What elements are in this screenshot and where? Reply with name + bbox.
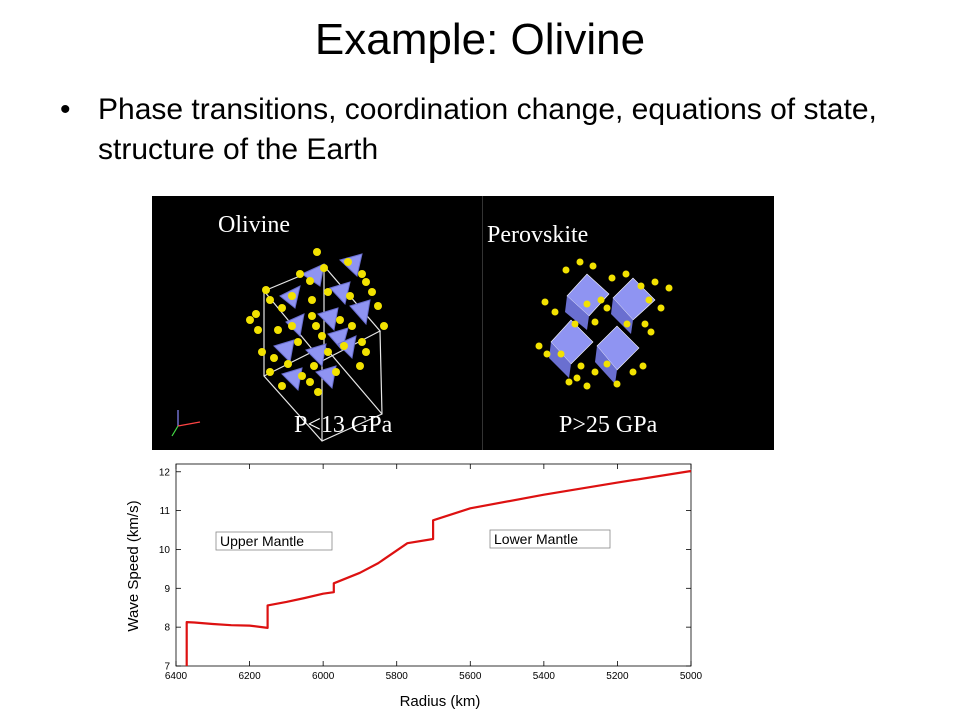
y-tick-label: 10 xyxy=(159,545,171,556)
lower-mantle-label: Lower Mantle xyxy=(494,531,578,547)
perovskite-pressure-label: P>25 GPa xyxy=(559,412,658,438)
wave-speed-chart-svg: 6400 6200 6000 5800 5600 5400 5200 5000 7 8 9 10 11 1… xyxy=(125,463,703,710)
lower-mantle-box xyxy=(489,529,611,549)
y-axis-label: Wave Speed (km/s) xyxy=(125,500,142,631)
plot-frame xyxy=(175,463,692,667)
chart-layer: 6400 6200 6000 5800 5600 5400 5200 5000 7 8 9 10 11 1… xyxy=(159,463,703,682)
x-tick-label: 6200 xyxy=(238,671,261,682)
upper-mantle-label: Upper Mantle xyxy=(220,533,304,549)
olivine-pressure-label: P<13 GPa xyxy=(294,412,393,438)
y-tick-label: 11 xyxy=(160,506,171,517)
x-tick-label: 6000 xyxy=(312,671,335,682)
perovskite-panel: Perovskite P>25 GPa xyxy=(483,196,774,450)
bullet-dot-icon: • xyxy=(60,93,71,126)
slide-title: Example: Olivine xyxy=(314,15,646,64)
x-tick-label: 5800 xyxy=(386,671,409,682)
y-tick-label: 8 xyxy=(164,623,170,634)
y-tick-label: 12 xyxy=(159,467,171,478)
y-tick-label: 9 xyxy=(164,584,170,595)
x-tick-label: 5600 xyxy=(459,671,482,682)
bullet-list: • Phase transitions, coordination change… xyxy=(58,90,918,170)
wave-speed-line xyxy=(185,469,692,666)
wave-speed-chart: 6400 6200 6000 5800 5600 5400 5200 5000 7 8 9 10 11 1… xyxy=(120,460,720,716)
y-tick-label: 7 xyxy=(164,662,170,673)
x-tick-label: 5400 xyxy=(533,671,556,682)
x-axis-label: Radius (km) xyxy=(400,693,481,710)
bullet-text: Phase transitions, coordination change, … xyxy=(98,93,877,166)
x-tick-label: 5200 xyxy=(606,671,629,682)
olivine-label: Olivine xyxy=(218,212,290,238)
x-tick-label: 6400 xyxy=(165,671,188,682)
crystal-structure-figure: Olivine P<13 GPa xyxy=(152,196,774,454)
olivine-panel: Olivine P<13 GPa xyxy=(152,196,484,450)
olivine-structure-drawing xyxy=(171,248,388,442)
upper-mantle-box xyxy=(215,531,333,551)
bullet-item: • Phase transitions, coordination change… xyxy=(58,90,918,170)
perovskite-label: Perovskite xyxy=(487,222,589,248)
perovskite-structure-drawing xyxy=(535,258,673,390)
x-tick-label: 5000 xyxy=(680,671,703,682)
